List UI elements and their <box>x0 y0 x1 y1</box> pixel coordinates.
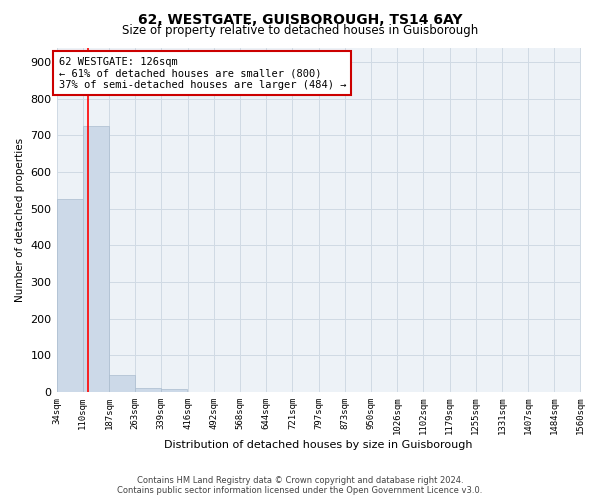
Text: Contains HM Land Registry data © Crown copyright and database right 2024.
Contai: Contains HM Land Registry data © Crown c… <box>118 476 482 495</box>
Bar <box>135 388 161 392</box>
Text: Size of property relative to detached houses in Guisborough: Size of property relative to detached ho… <box>122 24 478 37</box>
Bar <box>56 199 83 392</box>
Text: 62, WESTGATE, GUISBOROUGH, TS14 6AY: 62, WESTGATE, GUISBOROUGH, TS14 6AY <box>138 12 462 26</box>
Text: 62 WESTGATE: 126sqm
← 61% of detached houses are smaller (800)
37% of semi-detac: 62 WESTGATE: 126sqm ← 61% of detached ho… <box>59 56 346 90</box>
Bar <box>161 388 187 392</box>
Y-axis label: Number of detached properties: Number of detached properties <box>15 138 25 302</box>
Bar <box>109 374 135 392</box>
X-axis label: Distribution of detached houses by size in Guisborough: Distribution of detached houses by size … <box>164 440 473 450</box>
Bar <box>83 126 109 392</box>
